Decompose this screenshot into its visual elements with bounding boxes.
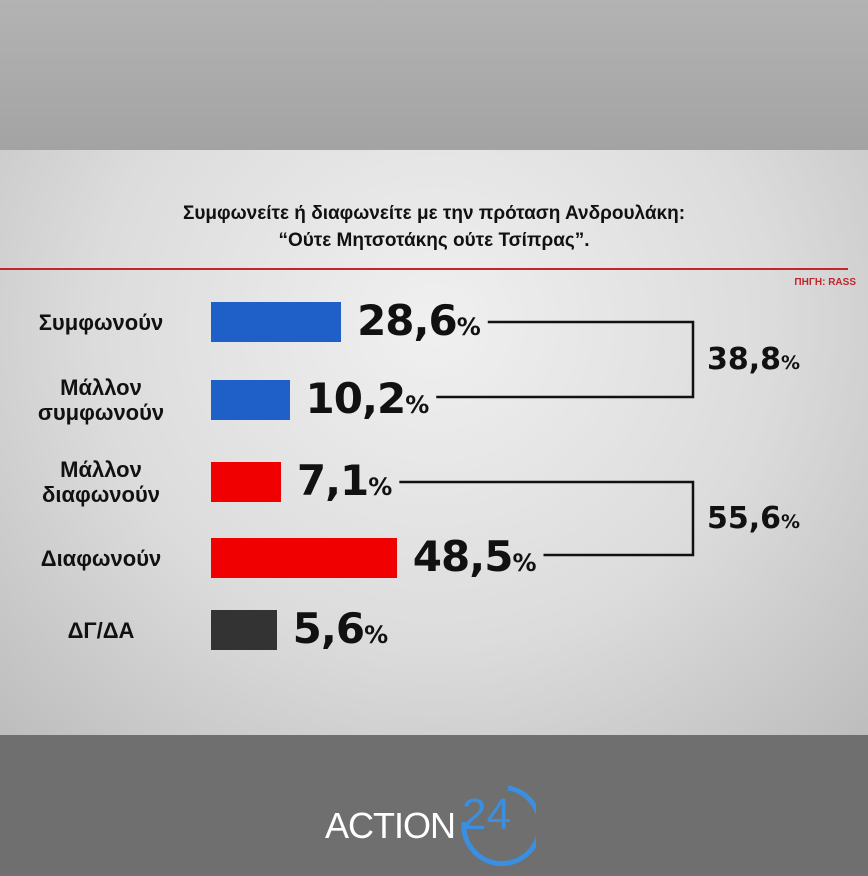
group-total-label: 38,8% — [707, 341, 801, 377]
source-label: ΠΗΓΗ: RASS — [794, 277, 856, 288]
title-divider — [0, 268, 848, 270]
chart-panel — [0, 150, 868, 735]
bar — [211, 302, 342, 342]
chart-subtitle: “Ούτε Μητσοτάκης ούτε Τσίπρας”. — [278, 230, 590, 251]
category-label: Συμφωνούν — [38, 309, 164, 335]
top-background — [0, 0, 868, 150]
category-label: Μάλλον διαφωνούν — [41, 457, 160, 507]
data-label: 28,6% — [357, 296, 481, 345]
data-label: 48,5% — [412, 532, 537, 581]
group-bracket — [436, 320, 695, 399]
bar — [211, 610, 277, 650]
bar — [211, 538, 397, 578]
data-label: 10,2% — [305, 374, 430, 423]
bottom-background — [0, 735, 868, 876]
brand-logo-text: ACTION — [325, 805, 456, 846]
brand-ring-icon — [461, 785, 536, 866]
data-label: 7,1% — [296, 456, 392, 505]
brand-logo-number: 24 — [461, 785, 536, 866]
chart-title: Συμφωνείτε ή διαφωνείτε με την πρόταση Α… — [182, 203, 686, 224]
brand-number: 24 — [462, 790, 511, 839]
category-label: Μάλλον συμφωνούν — [37, 375, 165, 425]
group-total-label: 55,6% — [707, 500, 801, 536]
bar — [211, 462, 281, 502]
bar — [211, 380, 290, 420]
data-label: 5,6% — [292, 604, 388, 653]
category-label: ΔΓ/ΔΑ — [67, 617, 135, 643]
chart-title-block: Συμφωνείτε ή διαφωνείτε με την πρόταση Α… — [0, 200, 868, 254]
category-label: Διαφωνούν — [40, 545, 162, 571]
group-bracket — [399, 480, 695, 557]
